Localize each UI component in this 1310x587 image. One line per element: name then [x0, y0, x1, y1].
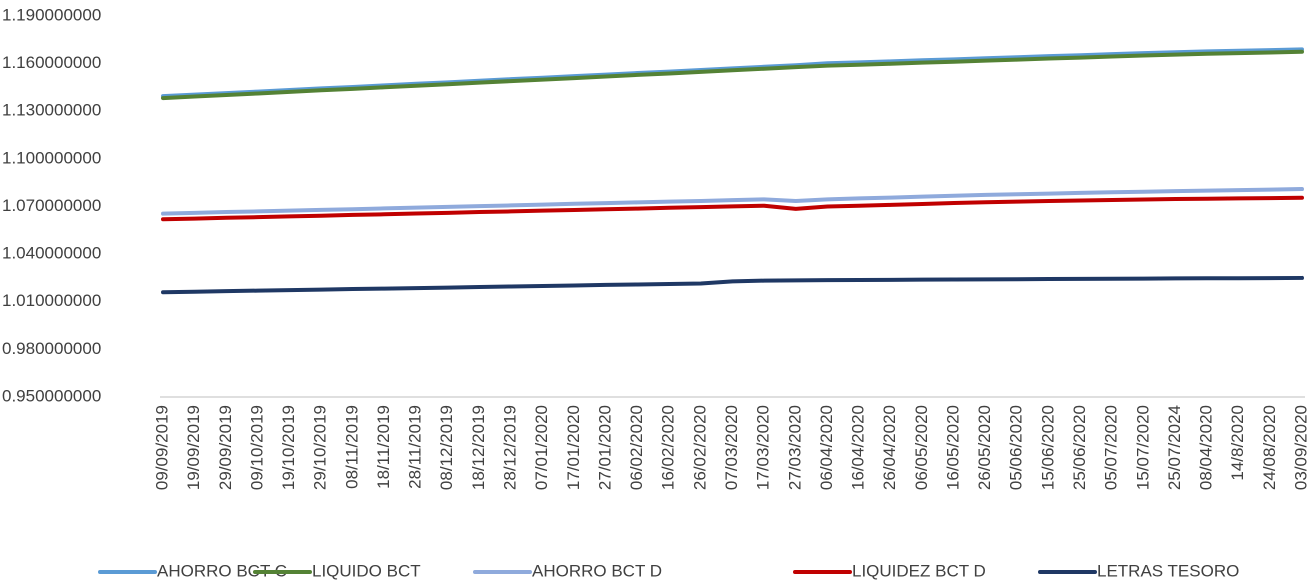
- x-tick-label: 08/12/2019: [437, 405, 456, 490]
- y-tick-label: 0.950000000: [2, 386, 101, 405]
- x-tick-label: 09/10/2019: [247, 405, 266, 490]
- x-tick-label: 06/02/2020: [627, 405, 646, 490]
- y-tick-label: 1.160000000: [2, 53, 101, 72]
- y-tick-label: 1.100000000: [2, 148, 101, 167]
- y-tick-label: 0.980000000: [2, 339, 101, 358]
- x-tick-label: 15/06/2020: [1038, 405, 1057, 490]
- x-tick-label: 25/07/2024: [1165, 405, 1184, 490]
- x-tick-label: 05/07/2020: [1102, 405, 1121, 490]
- x-tick-label: 18/12/2019: [469, 405, 488, 490]
- x-tick-label: 05/06/2020: [1007, 405, 1026, 490]
- x-tick-label: 03/09/2020: [1291, 405, 1310, 490]
- legend-label: LIQUIDO BCT: [312, 561, 421, 580]
- x-tick-label: 16/05/2020: [943, 405, 962, 490]
- x-tick-label: 28/11/2019: [406, 405, 425, 489]
- x-tick-label: 14/8/2020: [1228, 405, 1247, 481]
- x-tick-label: 09/09/2019: [152, 405, 171, 490]
- x-tick-label: 15/07/2020: [1133, 405, 1152, 490]
- y-tick-label: 1.040000000: [2, 244, 101, 263]
- x-tick-label: 26/04/2020: [880, 405, 899, 490]
- legend-label: AHORRO BCT C: [157, 561, 287, 580]
- x-tick-label: 08/11/2019: [342, 405, 361, 489]
- x-tick-label: 29/09/2019: [216, 405, 235, 490]
- y-tick-label: 1.010000000: [2, 291, 101, 310]
- x-tick-label: 29/10/2019: [311, 405, 330, 490]
- x-tick-label: 26/05/2020: [975, 405, 994, 490]
- x-tick-label: 07/01/2020: [532, 405, 551, 490]
- x-tick-label: 17/01/2020: [564, 405, 583, 490]
- series-line: [161, 195, 1304, 222]
- x-tick-label: 19/10/2019: [279, 405, 298, 490]
- legend-label: AHORRO BCT D: [532, 561, 662, 580]
- y-tick-label: 1.070000000: [2, 196, 101, 215]
- x-tick-label: 07/03/2020: [722, 405, 741, 490]
- x-tick-label: 08/04/2020: [1197, 405, 1216, 490]
- y-tick-label: 1.190000000: [2, 5, 101, 24]
- x-tick-label: 16/04/2020: [849, 405, 868, 490]
- x-tick-label: 16/02/2020: [659, 405, 678, 490]
- legend-label: LIQUIDEZ BCT D: [852, 561, 986, 580]
- x-tick-label: 26/02/2020: [690, 405, 709, 490]
- series-line: [161, 49, 1304, 101]
- x-tick-label: 06/04/2020: [817, 405, 836, 490]
- x-tick-label: 06/05/2020: [912, 405, 931, 490]
- x-tick-label: 17/03/2020: [754, 405, 773, 490]
- series-line: [161, 275, 1304, 295]
- x-tick-label: 19/09/2019: [184, 405, 203, 490]
- x-tick-label: 27/03/2020: [785, 405, 804, 490]
- series-line: [161, 187, 1304, 216]
- x-tick-label: 28/12/2019: [501, 405, 520, 490]
- x-tick-label: 27/01/2020: [595, 405, 614, 490]
- x-tick-label: 18/11/2019: [374, 405, 393, 489]
- y-tick-label: 1.130000000: [2, 101, 101, 120]
- legend-label: LETRAS TESORO: [1097, 561, 1239, 580]
- x-tick-label: 25/06/2020: [1070, 405, 1089, 490]
- x-tick-label: 24/08/2020: [1260, 405, 1279, 490]
